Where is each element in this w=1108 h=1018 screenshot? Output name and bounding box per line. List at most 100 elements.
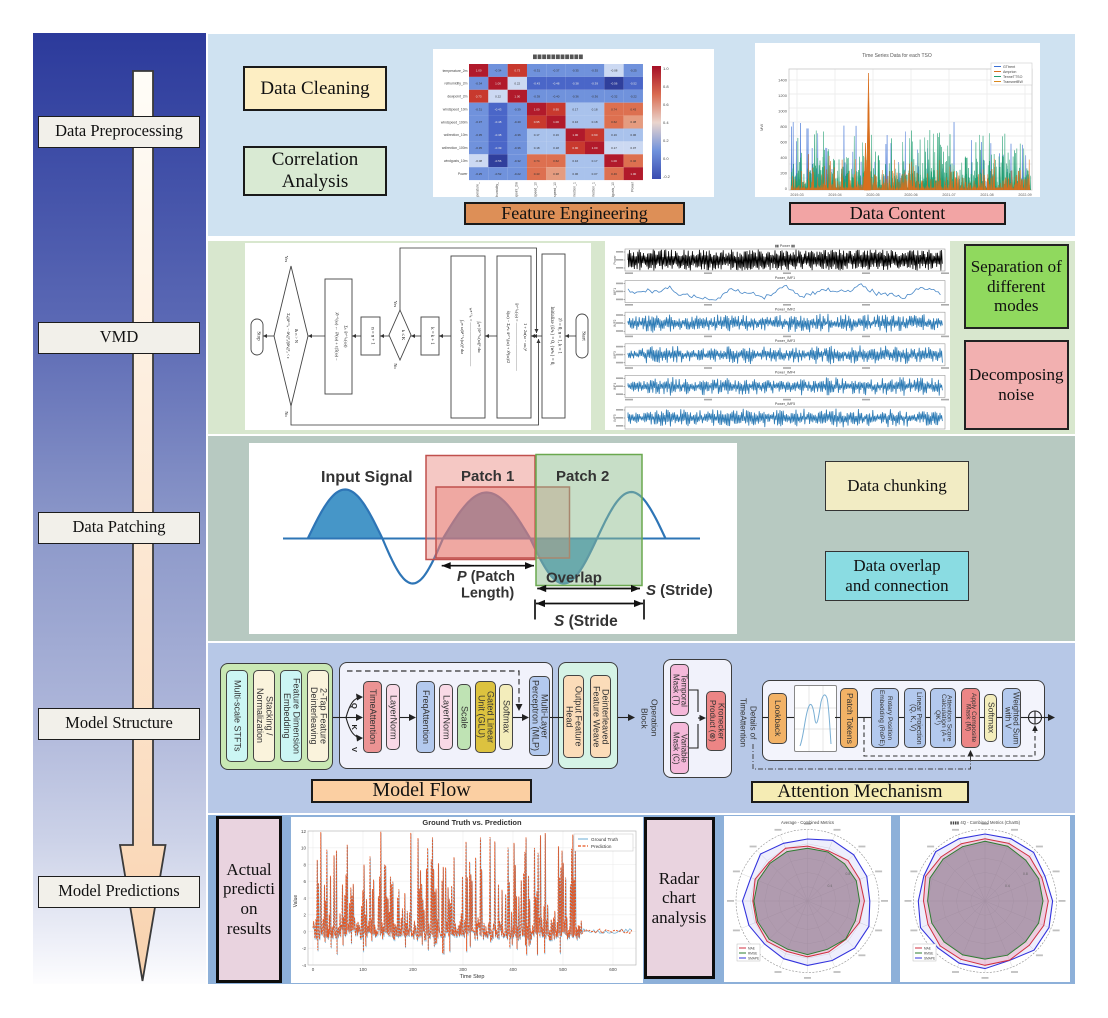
svg-text:600: 600 [609,967,617,972]
svg-text:-4: -4 [301,962,305,967]
svg-text:-0.25: -0.25 [475,172,482,176]
svg-text:0.62: 0.62 [553,159,559,163]
svg-text:Value: Value [293,894,299,907]
svg-text:temperature_2m: temperature_2m [443,69,468,73]
svg-text:-0.56: -0.56 [611,82,618,86]
svg-text:Stop: Stop [256,331,261,341]
svg-text:Ground Truth: Ground Truth [591,837,619,842]
svg-text:0.18: 0.18 [592,120,598,124]
svg-text:600: 600 [780,140,787,145]
svg-text:1.00: 1.00 [476,69,482,73]
svg-text:relhumidity_2m: relhumidity_2m [445,82,468,86]
svg-text:▮▮▮▮ 4Q - Combined Metrics (Ch: ▮▮▮▮ 4Q - Combined Metrics (Chart5) [950,820,1021,825]
svg-text:0.62: 0.62 [611,120,617,124]
svg-text:-0.40: -0.40 [514,120,521,124]
svg-text:P (Patch: P (Patch [457,569,515,585]
svg-text:TenneTTSO: TenneTTSO [1003,75,1023,79]
svg-text:0.4: 0.4 [1005,884,1010,888]
svg-text:0.06: 0.06 [572,172,578,176]
svg-text:IMF3: IMF3 [613,351,617,358]
svg-text:0.0: 0.0 [663,156,669,161]
svg-text:0.06: 0.06 [630,133,636,137]
svg-text:0.16: 0.16 [572,120,578,124]
svg-text:Power: Power [458,172,468,176]
svg-text:relhumidity_: relhumidity_ [495,182,499,197]
svg-text:1.00: 1.00 [495,82,501,86]
svg-text:0.43: 0.43 [630,107,636,111]
svg-text:RMSE: RMSE [748,951,757,955]
svg-text:-0.31: -0.31 [533,69,540,73]
svg-text:wdirection_10m: wdirection_10m [444,133,468,137]
svg-text:1.0: 1.0 [663,66,669,71]
svg-text:Average - Combined Metrics: Average - Combined Metrics [781,820,834,825]
svg-text:IMF1: IMF1 [613,288,617,295]
svg-text:-0.22: -0.22 [630,95,637,99]
svg-text:1000: 1000 [778,109,788,114]
svg-text:1200: 1200 [778,93,788,98]
svg-text:windgusts_10: windgusts_10 [611,182,615,197]
svg-text:0.17: 0.17 [572,107,578,111]
svg-text:0.8: 0.8 [663,84,669,89]
svg-text:Start: Start [581,331,586,341]
svg-text:0.90: 0.90 [592,133,598,137]
svg-text:-0.2: -0.2 [663,174,671,179]
svg-text:wdirection_1: wdirection_1 [592,182,596,197]
svg-text:0.18: 0.18 [534,146,540,150]
svg-text:0.17: 0.17 [534,133,540,137]
svg-text:2020-06: 2020-06 [904,193,917,197]
svg-text:ûⁿ⁺¹ₖ(ω) = ———————————: ûⁿ⁺¹ₖ(ω) = ——————————— [514,303,519,371]
svg-text:400: 400 [780,155,787,160]
svg-text:Yes: Yes [393,301,398,308]
svg-text:-0.08: -0.08 [475,159,482,163]
svg-text:-0.36: -0.36 [572,95,579,99]
svg-text:Σₖ ûⁿ⁺¹ₖ(ω)): Σₖ ûⁿ⁺¹ₖ(ω)) [343,326,348,348]
svg-text:Power_IMF4: Power_IMF4 [775,371,795,375]
svg-text:0.16: 0.16 [553,133,559,137]
svg-text:-0.43: -0.43 [533,82,540,86]
svg-text:0.6: 0.6 [663,102,669,107]
svg-text:0.4: 0.4 [828,884,833,888]
svg-text:2: 2 [303,912,306,917]
svg-text:12: 12 [300,828,306,833]
svg-text:0.17: 0.17 [592,159,598,163]
svg-text:Time Step: Time Step [459,974,484,980]
svg-text:-0.39: -0.39 [533,95,540,99]
svg-text:λ̂ⁿ⁺¹(ω) ← λ̂ⁿ(ω) + τ(x̂(ω) −: λ̂ⁿ⁺¹(ω) ← λ̂ⁿ(ω) + τ(x̂(ω) − [334,312,339,361]
svg-text:0.07: 0.07 [592,172,598,176]
svg-text:Overlap: Overlap [546,570,602,587]
svg-text:-0.36: -0.36 [514,146,521,150]
svg-text:100: 100 [359,967,367,972]
svg-text:S (Stride: S (Stride [554,613,618,630]
svg-text:200: 200 [780,171,787,176]
svg-text:-0.48: -0.48 [553,82,560,86]
svg-text:MW: MW [759,124,764,131]
svg-text:TransnetBW: TransnetBW [1003,80,1023,84]
svg-text:n = n + 1: n = n + 1 [370,327,375,345]
svg-text:-0.32: -0.32 [514,159,521,163]
svg-text:Power_IMF2: Power_IMF2 [775,307,795,311]
svg-text:-0.52: -0.52 [495,172,502,176]
svg-text:0.90: 0.90 [572,146,578,150]
svg-text:1.00: 1.00 [572,133,578,137]
svg-text:2022-09: 2022-09 [1018,193,1031,197]
svg-text:IMF4: IMF4 [613,383,617,390]
svg-text:0.38: 0.38 [553,172,559,176]
svg-text:-0.31: -0.31 [475,107,482,111]
svg-text:Patch 1: Patch 1 [461,468,514,485]
svg-text:Prediction: Prediction [591,844,612,849]
svg-text:0.22: 0.22 [514,82,520,86]
svg-text:GTtrent: GTtrent [1003,65,1015,69]
svg-text:400: 400 [509,967,517,972]
svg-text:1 + 2α(ω − ωₖ)²: 1 + 2α(ω − ωₖ)² [523,323,528,352]
svg-text:SMAPE: SMAPE [748,956,759,960]
svg-text:0.4: 0.4 [663,120,669,125]
svg-text:0.07: 0.07 [630,146,636,150]
svg-text:-2: -2 [301,946,305,951]
svg-text:No: No [393,363,398,369]
svg-text:4: 4 [303,895,306,900]
svg-text:-0.25: -0.25 [630,69,637,73]
svg-text:-0.08: -0.08 [611,69,618,73]
svg-text:0.16: 0.16 [572,159,578,163]
svg-text:0.38: 0.38 [630,120,636,124]
svg-text:0.18: 0.18 [592,107,598,111]
